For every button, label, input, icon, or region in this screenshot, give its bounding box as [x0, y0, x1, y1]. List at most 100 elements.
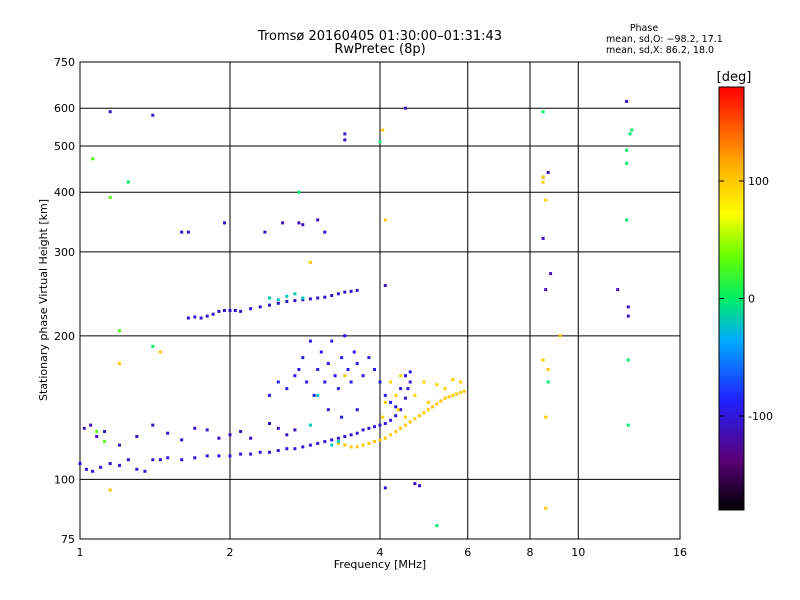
data-point: [193, 456, 197, 460]
data-point: [91, 469, 95, 473]
data-point: [340, 356, 344, 360]
data-point: [630, 128, 634, 132]
data-point: [276, 449, 280, 452]
data-point: [361, 443, 365, 447]
data-point: [151, 458, 155, 462]
data-point: [151, 423, 155, 427]
data-point: [625, 218, 629, 222]
data-point: [626, 305, 630, 309]
data-point: [308, 339, 312, 343]
data-point: [233, 309, 237, 312]
data-point: [373, 425, 376, 429]
data-point: [383, 284, 387, 287]
data-point: [389, 433, 393, 437]
data-point: [193, 315, 197, 319]
data-point: [239, 430, 243, 433]
data-point: [336, 440, 340, 444]
data-point: [336, 441, 340, 445]
data-point: [413, 417, 417, 421]
data-point: [308, 443, 312, 447]
data-point: [367, 356, 371, 360]
data-point: [228, 454, 232, 458]
data-point: [99, 465, 103, 469]
y-tick-label: 750: [54, 56, 75, 69]
y-tick-label: 100: [54, 473, 75, 486]
data-point: [308, 297, 312, 301]
data-point: [343, 334, 347, 338]
data-point: [546, 368, 550, 371]
data-point: [626, 314, 630, 318]
data-point: [462, 389, 466, 393]
data-point: [276, 426, 280, 430]
data-point: [336, 436, 340, 440]
data-point: [399, 387, 403, 391]
data-point: [404, 396, 407, 400]
data-point: [352, 350, 356, 354]
data-point: [135, 435, 139, 438]
data-point: [180, 230, 184, 234]
data-point: [297, 221, 301, 225]
data-point: [217, 454, 221, 458]
data-point: [95, 430, 99, 433]
data-point: [91, 157, 95, 161]
data-point: [406, 387, 410, 391]
data-point: [458, 391, 462, 395]
data-point: [546, 171, 550, 174]
data-point: [349, 380, 353, 384]
data-point: [186, 316, 190, 320]
data-point: [103, 440, 106, 444]
colorbar-tick-label: 100: [748, 175, 769, 188]
x-tick-label: 16: [673, 546, 687, 559]
data-point: [383, 400, 387, 404]
data-point: [408, 380, 412, 384]
data-point: [135, 467, 139, 471]
data-point: [323, 380, 327, 384]
data-point: [378, 380, 382, 384]
data-point: [426, 408, 430, 412]
data-point: [616, 288, 620, 292]
data-point: [211, 312, 215, 316]
data-point: [558, 334, 562, 338]
data-point: [297, 190, 301, 194]
chart-subtitle: RwPretec (8p): [334, 42, 425, 57]
data-point: [544, 198, 548, 202]
x-tick-label: 6: [464, 546, 471, 559]
grid-lines: [80, 62, 680, 539]
data-point: [249, 436, 253, 440]
data-point: [378, 423, 382, 427]
data-point: [308, 423, 312, 427]
x-tick-label: 10: [571, 546, 585, 559]
data-point: [285, 300, 289, 303]
data-point: [626, 358, 630, 362]
x-tick-label: 8: [527, 546, 534, 559]
data-point: [316, 441, 320, 445]
data-point: [389, 400, 393, 404]
data-point: [293, 447, 297, 451]
data-point: [330, 294, 334, 297]
data-point: [301, 356, 305, 360]
data-point: [383, 486, 387, 490]
data-point: [166, 456, 170, 460]
data-point: [343, 443, 347, 447]
data-point: [263, 230, 267, 234]
data-point: [323, 230, 327, 234]
data-point: [373, 440, 376, 444]
data-point: [355, 288, 359, 292]
data-point: [383, 218, 387, 222]
y-tick-label: 600: [54, 102, 75, 115]
data-point: [413, 482, 417, 486]
data-point: [389, 418, 393, 422]
stats-header: Phase: [630, 23, 659, 34]
data-point: [108, 462, 112, 465]
data-point: [544, 415, 548, 419]
data-point: [95, 435, 99, 438]
colorbar-tick-label: 0: [748, 293, 755, 306]
data-point: [541, 175, 545, 179]
data-point: [305, 380, 309, 384]
data-point: [396, 408, 400, 412]
stats-line-x: mean, sd,X: 86.2, 18.0: [606, 45, 714, 56]
data-point: [126, 458, 130, 462]
data-point: [394, 430, 398, 433]
data-point: [349, 433, 353, 437]
data-point: [301, 223, 305, 227]
